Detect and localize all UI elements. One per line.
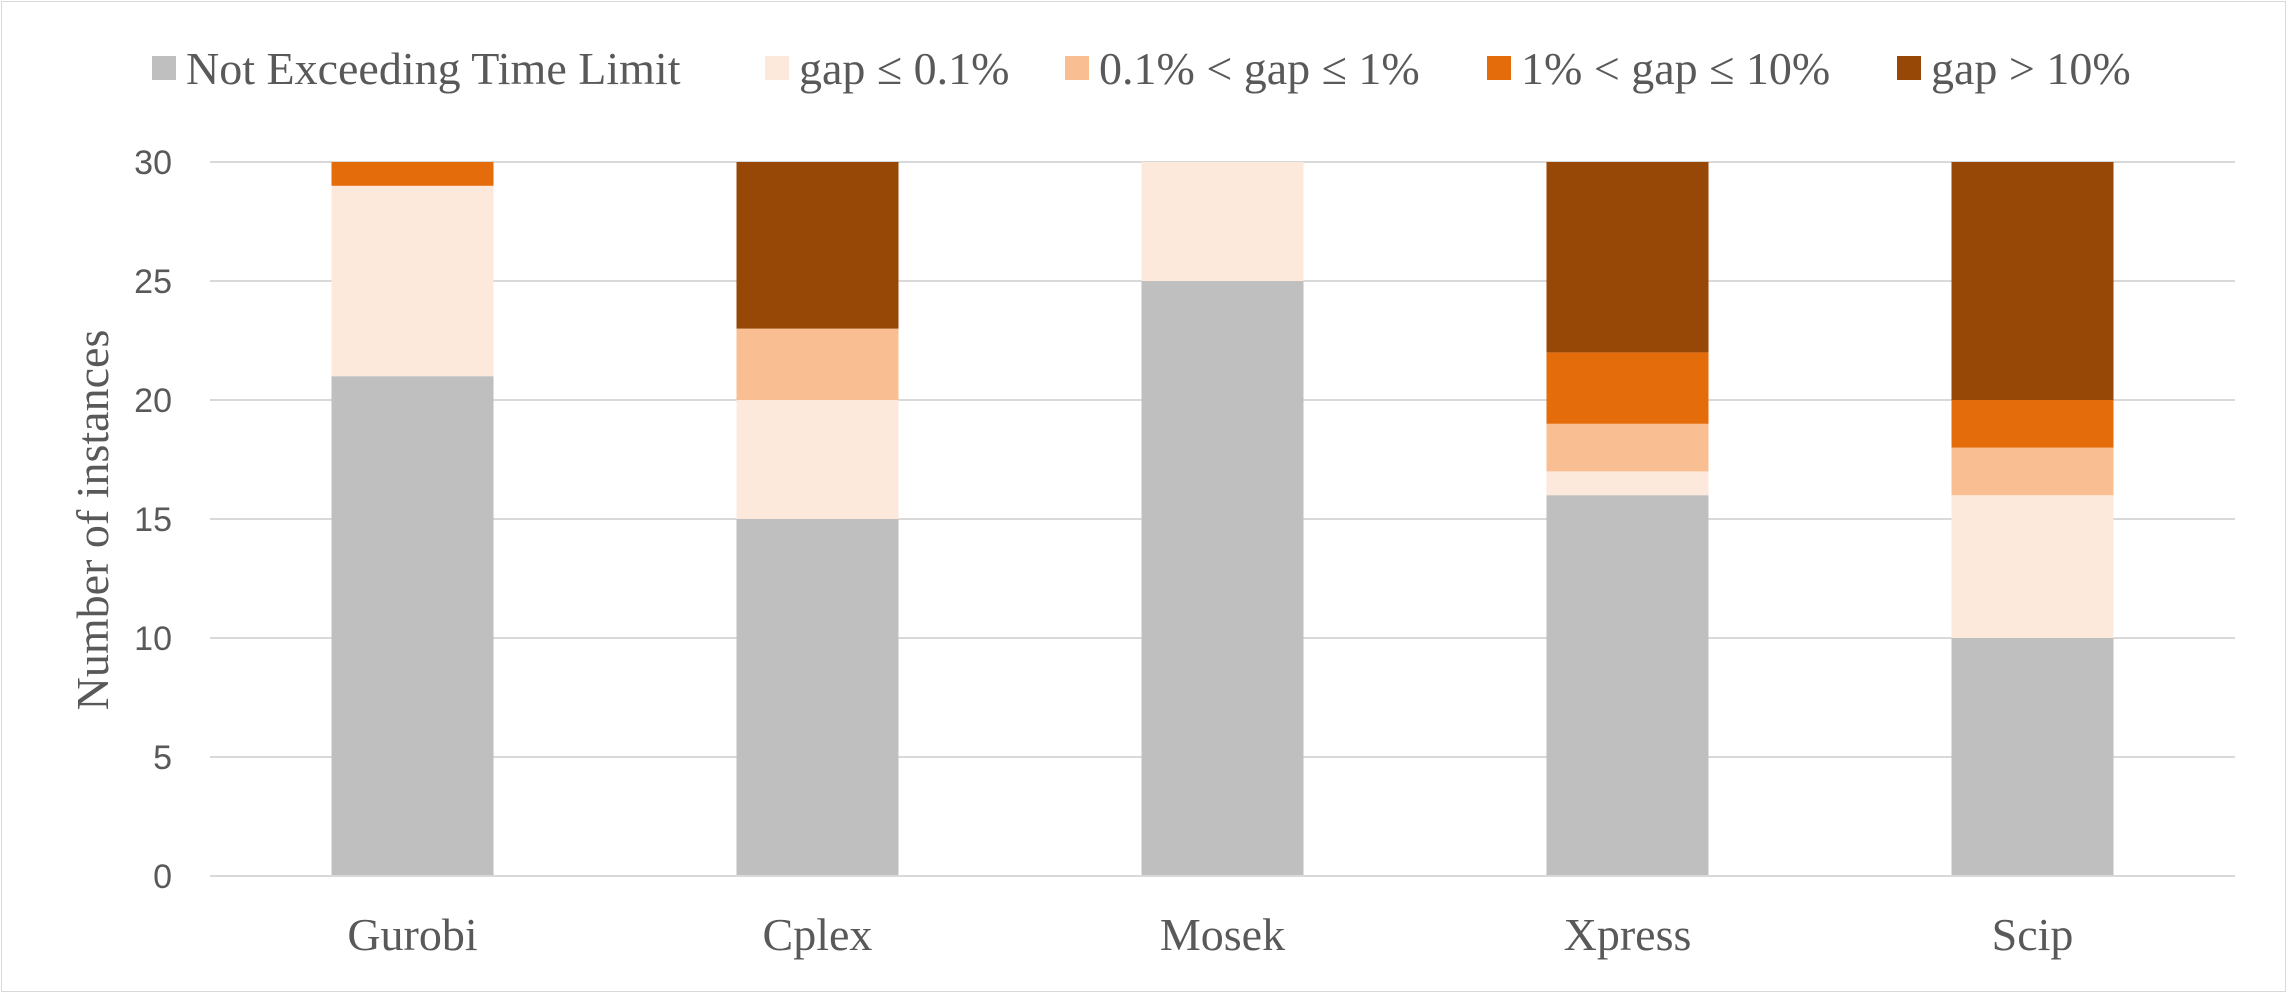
legend-swatch-gap-0-1 <box>765 56 789 80</box>
bar-xpress-not-exceeding-time-limit <box>1546 495 1709 876</box>
bar-scip-gap-0-1 <box>1951 495 2114 638</box>
bar-scip-gap-10 <box>1951 162 2114 400</box>
bar-cplex-gap-10 <box>736 162 899 329</box>
bar-gurobi-not-exceeding-time-limit <box>331 376 494 876</box>
y-tick-label: 30 <box>134 144 172 182</box>
legend-label-gap-0-1: gap ≤ 0.1% <box>799 43 1009 94</box>
bar-gurobi-1-gap-10 <box>331 162 494 186</box>
y-axis-title: Number of instances <box>67 330 118 711</box>
bar-cplex-0-1-gap-1 <box>736 328 899 400</box>
x-tick-label-cplex: Cplex <box>763 909 873 960</box>
bar-cplex-not-exceeding-time-limit <box>736 519 899 876</box>
legend-label-1-gap-10: 1% < gap ≤ 10% <box>1521 43 1830 94</box>
y-tick-label: 15 <box>134 501 172 539</box>
y-tick-label: 25 <box>134 263 172 301</box>
bar-xpress-1-gap-10 <box>1546 352 1709 424</box>
bar-scip-0-1-gap-1 <box>1951 447 2114 496</box>
x-axis-ticks: Gurobi Cplex Mosek Xpress Scip <box>347 909 2073 960</box>
x-tick-label-mosek: Mosek <box>1160 909 1285 960</box>
bar-xpress-gap-10 <box>1546 162 1709 353</box>
y-tick-label: 10 <box>134 620 172 658</box>
legend-label-not-exceeding-time-limit: Not Exceeding Time Limit <box>186 43 681 94</box>
x-tick-label-xpress: Xpress <box>1564 909 1692 960</box>
bar-mosek-gap-0-1 <box>1141 162 1304 281</box>
y-axis-ticks: 0 5 10 15 20 25 30 <box>134 144 172 896</box>
legend-swatch-not-exceeding-time-limit <box>152 56 176 80</box>
bar-xpress-0-1-gap-1 <box>1546 423 1709 472</box>
bars <box>331 162 2114 876</box>
legend-label-gap-10: gap > 10% <box>1931 43 2131 94</box>
bar-xpress-gap-0-1 <box>1546 471 1709 496</box>
bar-scip-1-gap-10 <box>1951 400 2114 448</box>
y-tick-label: 0 <box>153 858 172 896</box>
bar-scip-not-exceeding-time-limit <box>1951 638 2114 876</box>
bar-cplex-gap-0-1 <box>736 400 899 519</box>
x-tick-label-gurobi: Gurobi <box>347 909 477 960</box>
legend-swatch-0-1-gap-1 <box>1065 56 1089 80</box>
y-tick-label: 20 <box>134 382 172 420</box>
y-tick-label: 5 <box>153 739 172 777</box>
bar-mosek-not-exceeding-time-limit <box>1141 281 1304 876</box>
legend-swatch-gap-10 <box>1897 56 1921 80</box>
legend-swatch-1-gap-10 <box>1487 56 1511 80</box>
legend-label-0-1-gap-1: 0.1% < gap ≤ 1% <box>1099 43 1420 94</box>
chart-legend: Not Exceeding Time Limit gap ≤ 0.1% 0.1% <… <box>152 43 2131 94</box>
bar-gurobi-gap-0-1 <box>331 185 494 377</box>
x-tick-label-scip: Scip <box>1992 909 2074 960</box>
